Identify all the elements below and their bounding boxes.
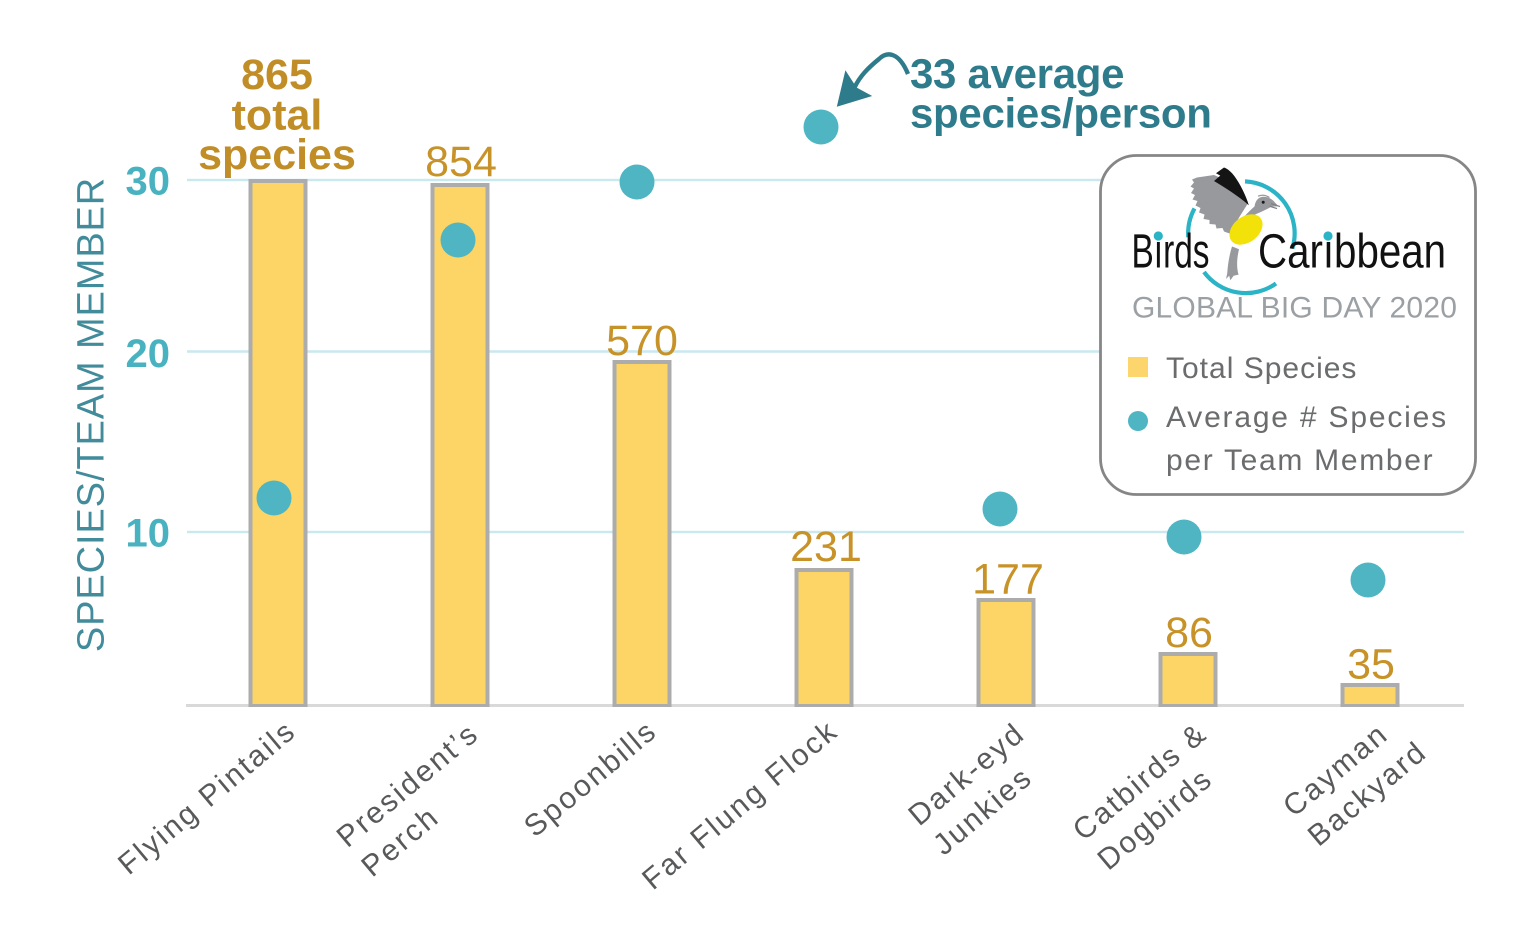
svg-text:Spoonbills: Spoonbills xyxy=(518,714,664,844)
svg-text:Average # Species: Average # Species xyxy=(1166,401,1448,434)
svg-text:35: 35 xyxy=(1347,641,1395,689)
svg-text:Bırds: Bırds xyxy=(1132,226,1210,279)
svg-text:20: 20 xyxy=(126,332,171,376)
svg-text:Far Flung Flock: Far Flung Flock xyxy=(636,714,844,896)
svg-text:Dark-eydJunkies: Dark-eydJunkies xyxy=(902,717,1056,862)
svg-text:30: 30 xyxy=(126,160,171,204)
svg-text:Catbirds &Dogbirds: Catbirds &Dogbirds xyxy=(1067,716,1239,876)
svg-text:854: 854 xyxy=(425,138,497,186)
svg-text:President’sPerch: President’sPerch xyxy=(331,717,510,884)
svg-text:SPECIES/TEAM MEMBER: SPECIES/TEAM MEMBER xyxy=(71,177,113,652)
svg-text:GLOBAL BIG DAY 2020: GLOBAL BIG DAY 2020 xyxy=(1132,292,1457,325)
svg-text:Total Species: Total Species xyxy=(1166,352,1357,385)
svg-text:33 average: 33 average xyxy=(910,50,1124,97)
svg-text:species/person: species/person xyxy=(910,90,1212,137)
svg-text:10: 10 xyxy=(126,512,171,556)
svg-text:177: 177 xyxy=(972,556,1044,604)
svg-text:570: 570 xyxy=(606,317,678,365)
svg-text:CaymanBackyard: CaymanBackyard xyxy=(1277,705,1433,853)
svg-text:Carıbbean: Carıbbean xyxy=(1258,226,1446,279)
svg-text:231: 231 xyxy=(790,523,862,571)
svg-text:Flying Pintails: Flying Pintails xyxy=(112,714,303,881)
svg-text:species: species xyxy=(198,131,356,179)
svg-text:per Team Member: per Team Member xyxy=(1166,444,1434,477)
svg-text:total: total xyxy=(232,92,323,140)
svg-text:86: 86 xyxy=(1165,609,1213,657)
svg-text:865: 865 xyxy=(241,51,313,99)
